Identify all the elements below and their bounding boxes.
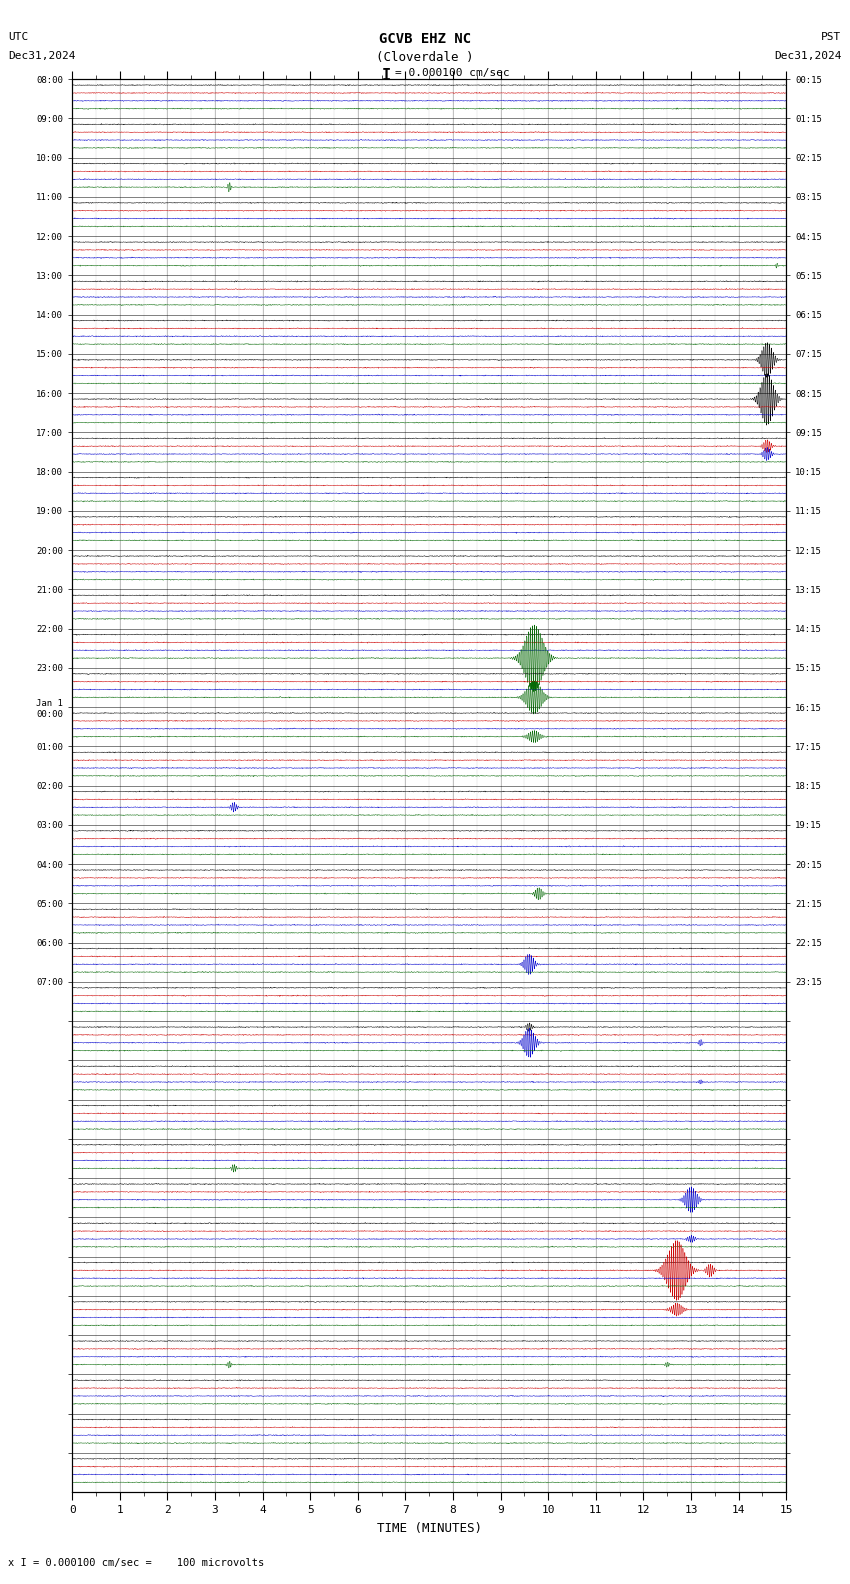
Text: PST: PST xyxy=(821,32,842,41)
Text: Dec31,2024: Dec31,2024 xyxy=(774,51,842,60)
Text: I: I xyxy=(382,68,391,82)
Text: GCVB EHZ NC: GCVB EHZ NC xyxy=(379,32,471,46)
Text: Dec31,2024: Dec31,2024 xyxy=(8,51,76,60)
Text: = 0.000100 cm/sec: = 0.000100 cm/sec xyxy=(395,68,510,78)
Text: UTC: UTC xyxy=(8,32,29,41)
X-axis label: TIME (MINUTES): TIME (MINUTES) xyxy=(377,1522,482,1535)
Text: (Cloverdale ): (Cloverdale ) xyxy=(377,51,473,63)
Text: x I = 0.000100 cm/sec =    100 microvolts: x I = 0.000100 cm/sec = 100 microvolts xyxy=(8,1559,264,1568)
